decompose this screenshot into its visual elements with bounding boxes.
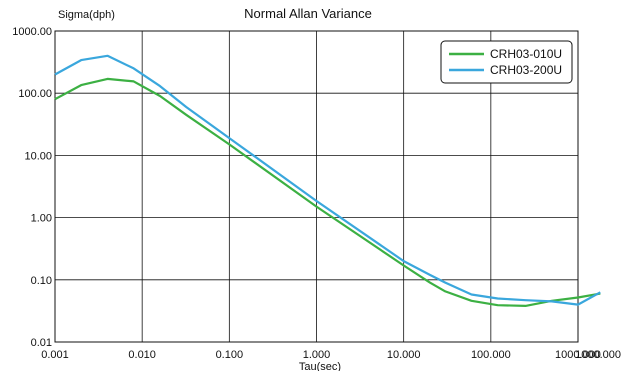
x-tick-label: 1000.000 — [575, 349, 621, 361]
x-axis-label: Tau(sec) — [299, 361, 341, 371]
legend-label-crh03-010u: CRH03-010U — [490, 47, 562, 61]
x-tick-label: 100.000 — [471, 349, 511, 361]
legend-box — [440, 40, 573, 84]
x-tick-label: 0.100 — [216, 349, 244, 361]
y-tick-label: 0.10 — [31, 275, 52, 287]
y-tick-label: 10.00 — [24, 150, 52, 162]
y-axis-label: Sigma(dph) — [58, 9, 115, 21]
legend: CRH03-010U CRH03-200U — [440, 40, 573, 84]
series-line-crh03-010u — [54, 77, 601, 307]
x-tick-label: 0.001 — [41, 349, 69, 361]
legend-label-crh03-200u: CRH03-200U — [490, 63, 562, 77]
x-tick-labels: 0.001 0.010 0.100 1.000 10.000 100.000 1000.00… — [41, 349, 621, 361]
x-tick-label: 1.000 — [303, 349, 331, 361]
x-tick-label: 1000.000 — [555, 349, 601, 361]
y-tick-label: 0.01 — [31, 337, 52, 349]
x-tick-label: 0.010 — [128, 349, 156, 361]
y-tick-label: 1000.00 — [12, 26, 52, 38]
x-tick-label: 10.000 — [387, 349, 421, 361]
chart-title: Normal Allan Variance — [244, 6, 372, 21]
y-tick-label: 100.00 — [18, 88, 52, 100]
series-line-crh03-200u — [54, 54, 601, 306]
y-tick-label: 1.00 — [31, 213, 52, 225]
grid — [54, 30, 579, 343]
y-tick-labels: 0.01 0.10 1.00 10.00 100.00 1000.00 — [12, 26, 52, 349]
series-lines — [54, 54, 601, 307]
